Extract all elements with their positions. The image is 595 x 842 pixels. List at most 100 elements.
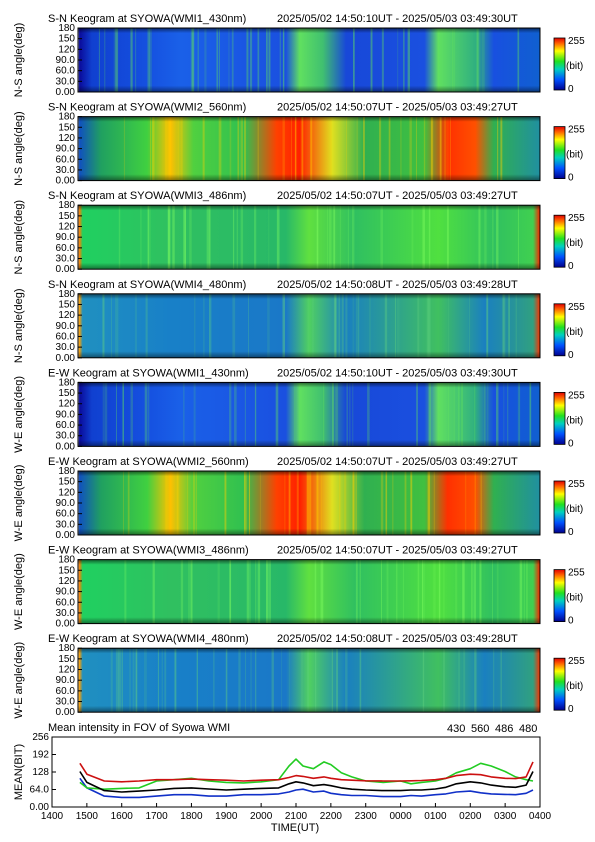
keogram-time-range: 2025/05/02 14:50:08UT - 2025/05/03 03:49… bbox=[277, 633, 518, 645]
keogram-ytick-label: 120 bbox=[58, 133, 75, 144]
colorbar-min-label: 0 bbox=[568, 704, 574, 715]
keogram-title: S-N Keogram at SYOWA(WMI3_486nm) bbox=[48, 190, 246, 202]
x-tick-label: 0100 bbox=[424, 811, 447, 822]
keogram-ytick-label: 90.0 bbox=[56, 144, 76, 155]
keogram-time-range: 2025/05/02 14:50:08UT - 2025/05/03 03:49… bbox=[277, 279, 518, 291]
colorbar-unit-label: (bit) bbox=[566, 415, 583, 426]
keogram-ytick-label: 150 bbox=[58, 211, 75, 222]
colorbar-max-label: 255 bbox=[568, 568, 585, 579]
keogram-ylabel: W-E angle(deg) bbox=[13, 465, 25, 542]
colorbar-unit-label: (bit) bbox=[566, 593, 583, 604]
keogram-ytick-label: 180 bbox=[58, 23, 75, 34]
keogram-ytick-label: 180 bbox=[58, 112, 75, 123]
x-tick-label: 2000 bbox=[250, 811, 273, 822]
colorbar-unit-label: (bit) bbox=[566, 150, 583, 161]
keogram-time-range: 2025/05/02 14:50:10UT - 2025/05/03 03:49… bbox=[277, 367, 518, 379]
colorbar-unit-label: (bit) bbox=[566, 504, 583, 515]
colorbar-unit-label: (bit) bbox=[566, 327, 583, 338]
keogram-ytick-label: 150 bbox=[58, 565, 75, 576]
keogram-ytick-label: 60.0 bbox=[56, 420, 76, 431]
series-line-480 bbox=[79, 771, 534, 793]
keogram-ytick-label: 120 bbox=[58, 44, 75, 55]
keogram-ytick-label: 0.00 bbox=[56, 176, 76, 187]
keogram-ytick-label: 180 bbox=[58, 377, 75, 388]
keogram-ytick-label: 30.0 bbox=[56, 342, 76, 353]
legend-entry: 486 bbox=[495, 723, 513, 735]
keogram-ytick-label: 150 bbox=[58, 34, 75, 45]
x-tick-label: 1400 bbox=[41, 811, 64, 822]
colorbar-unit-label: (bit) bbox=[566, 681, 583, 692]
keogram-ylabel: W-E angle(deg) bbox=[13, 376, 25, 453]
colorbar bbox=[553, 37, 566, 91]
keogram-time-range: 2025/05/02 14:50:07UT - 2025/05/03 03:49… bbox=[277, 102, 518, 114]
colorbar bbox=[553, 126, 566, 179]
keogram-ytick-label: 150 bbox=[58, 299, 75, 310]
keogram-ytick-label: 30.0 bbox=[56, 431, 76, 442]
x-tick-label: 2200 bbox=[320, 811, 343, 822]
keogram-ytick-label: 60.0 bbox=[56, 597, 76, 608]
keogram-ytick-label: 90.0 bbox=[56, 321, 76, 332]
keogram-ytick-label: 150 bbox=[58, 477, 75, 488]
keogram-ylabel: N-S angle(deg) bbox=[13, 289, 25, 364]
keogram-ytick-label: 0.00 bbox=[56, 353, 76, 364]
keogram-ytick-label: 30.0 bbox=[56, 254, 76, 265]
keogram-panel: S-N Keogram at SYOWA(WMI1_430nm) 2025/05/… bbox=[13, 13, 585, 98]
keogram-ytick-label: 60.0 bbox=[56, 509, 76, 520]
keogram-ytick-label: 90.0 bbox=[56, 409, 76, 420]
legend-entry: 430 bbox=[447, 723, 465, 735]
x-tick-label: 1800 bbox=[180, 811, 203, 822]
colorbar-min-label: 0 bbox=[568, 84, 574, 95]
x-tick-label: 1500 bbox=[76, 811, 99, 822]
keogram-ytick-label: 30.0 bbox=[56, 608, 76, 619]
keogram-edge-shade bbox=[78, 205, 540, 270]
keogram-ytick-label: 150 bbox=[58, 388, 75, 399]
keogram-panel: E-W Keogram at SYOWA(WMI1_430nm) 2025/05/… bbox=[13, 367, 585, 452]
keogram-ytick-label: 180 bbox=[58, 643, 75, 654]
keogram-time-range: 2025/05/02 14:50:07UT - 2025/05/03 03:49… bbox=[277, 456, 518, 468]
keogram-edge-shade bbox=[78, 559, 540, 624]
colorbar-max-label: 255 bbox=[568, 302, 585, 313]
keogram-ytick-label: 30.0 bbox=[56, 76, 76, 87]
colorbar bbox=[553, 303, 566, 357]
colorbar-unit-label: (bit) bbox=[566, 61, 583, 72]
line-chart-frame bbox=[51, 736, 541, 808]
colorbar-min-label: 0 bbox=[568, 527, 574, 538]
keogram-time-range: 2025/05/02 14:50:10UT - 2025/05/03 03:49… bbox=[277, 13, 518, 25]
keogram-ytick-label: 180 bbox=[58, 289, 75, 300]
y-tick-label: 192 bbox=[32, 750, 49, 761]
keogram-ylabel: N-S angle(deg) bbox=[13, 200, 25, 275]
keogram-title: S-N Keogram at SYOWA(WMI1_430nm) bbox=[48, 13, 246, 25]
keogram-ytick-label: 150 bbox=[58, 122, 75, 133]
x-tick-label: 0300 bbox=[494, 811, 517, 822]
y-tick-label: 256 bbox=[32, 732, 49, 743]
colorbar bbox=[553, 569, 566, 622]
colorbar-max-label: 255 bbox=[568, 390, 585, 401]
x-tick-label: 1600 bbox=[111, 811, 134, 822]
keogram-ylabel: W-E angle(deg) bbox=[13, 553, 25, 630]
keogram-ytick-label: 120 bbox=[58, 576, 75, 587]
keogram-ytick-label: 180 bbox=[58, 555, 75, 566]
colorbar bbox=[553, 657, 566, 711]
keogram-ytick-label: 90.0 bbox=[56, 55, 76, 66]
keogram-ytick-label: 30.0 bbox=[56, 697, 76, 708]
keogram-panel: E-W Keogram at SYOWA(WMI2_560nm) 2025/05/… bbox=[13, 456, 585, 541]
keogram-edge-shade bbox=[78, 382, 540, 447]
colorbar-max-label: 255 bbox=[568, 213, 585, 224]
keogram-edge-shade bbox=[78, 28, 540, 92]
x-tick-label: 1900 bbox=[215, 811, 238, 822]
keogram-time-range: 2025/05/02 14:50:07UT - 2025/05/03 03:49… bbox=[277, 545, 518, 557]
series-line-486 bbox=[79, 761, 534, 783]
keogram-ytick-label: 60.0 bbox=[56, 331, 76, 342]
keogram-ytick-label: 30.0 bbox=[56, 165, 76, 176]
colorbar bbox=[553, 391, 566, 445]
keogram-panel: E-W Keogram at SYOWA(WMI4_480nm) 2025/05/… bbox=[13, 633, 585, 718]
line-chart-title: Mean intensity in FOV of Syowa WMI bbox=[48, 722, 230, 734]
y-axis-label: MEAN(BIT) bbox=[13, 744, 25, 800]
colorbar-max-label: 255 bbox=[568, 125, 585, 136]
keogram-ylabel: N-S angle(deg) bbox=[13, 111, 25, 186]
keogram-ytick-label: 180 bbox=[58, 200, 75, 211]
keogram-ylabel: W-E angle(deg) bbox=[13, 642, 25, 719]
keogram-ytick-label: 90.0 bbox=[56, 232, 76, 243]
keogram-title: E-W Keogram at SYOWA(WMI4_480nm) bbox=[48, 633, 249, 645]
x-tick-label: 0000 bbox=[389, 811, 412, 822]
